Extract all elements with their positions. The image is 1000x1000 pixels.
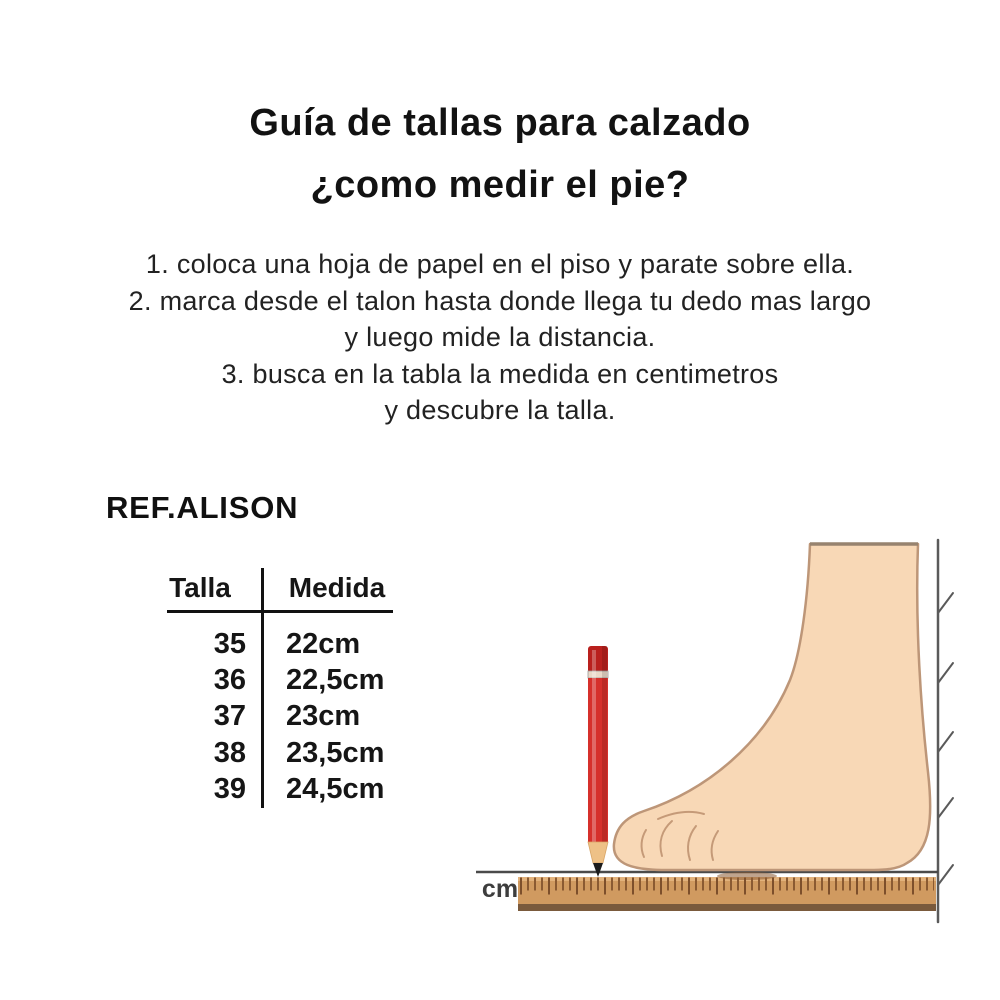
size-cell: 37 [213, 700, 246, 733]
instruction-step-3-cont: y descubre la talla. [384, 395, 616, 425]
size-cell: 36 [213, 663, 246, 696]
page-title: Guía de tallas para calzado ¿como medir … [0, 92, 1000, 216]
ruler: cm [482, 872, 936, 911]
pencil-graphite-tip [593, 863, 603, 877]
pencil [587, 646, 609, 877]
instruction-step-1: 1. coloca una hoja de papel en el piso y… [145, 249, 855, 279]
table-row: 35 22cm [140, 626, 410, 662]
measuring-instructions: 1. coloca una hoja de papel en el piso y… [0, 246, 1000, 429]
title-line-1: Guía de tallas para calzado [249, 102, 751, 144]
size-cell: 35 [213, 627, 246, 660]
table-row: 36 22,5cm [140, 662, 410, 698]
size-table-column-divider [261, 568, 264, 808]
pencil-body [588, 678, 608, 842]
pencil-wood-tip [587, 841, 609, 864]
title-line-2: ¿como medir el pie? [310, 164, 690, 206]
ruler-top-highlight [518, 877, 936, 881]
table-row: 39 24,5cm [140, 771, 410, 807]
size-cell: 39 [213, 772, 246, 805]
foot-measuring-illustration: cm [460, 530, 1000, 930]
foot-contact-shadow [717, 872, 777, 880]
table-row: 38 23,5cm [140, 735, 410, 771]
foot-outline [612, 542, 932, 872]
size-table-header-underline [167, 610, 393, 613]
instruction-step-2: 2. marca desde el talon hasta donde lleg… [128, 285, 872, 316]
pencil-highlight [592, 650, 596, 842]
toe-crease-lines [640, 810, 719, 861]
ruler-bottom-edge [518, 904, 936, 911]
foot-figure [612, 542, 932, 872]
instruction-step-3: 3. busca en la tabla la medida en centim… [221, 358, 779, 389]
pencil-shading [602, 646, 607, 842]
measure-cell: 23,5cm [286, 736, 385, 769]
measure-cell: 24,5cm [286, 772, 385, 805]
measure-cell: 22cm [286, 627, 361, 660]
ruler-cm-label: cm [482, 875, 518, 903]
table-row: 37 23cm [140, 699, 410, 735]
product-reference: REF.ALISON [106, 490, 299, 525]
size-table-header-talla: Talla [169, 572, 231, 603]
measure-cell: 23cm [286, 700, 361, 733]
instruction-step-2-cont: y luego mide la distancia. [344, 322, 656, 352]
size-table-header-medida: Medida [288, 572, 386, 603]
foot-measuring-svg: cm [476, 538, 954, 924]
wall-line [936, 538, 954, 924]
pencil-cap [588, 646, 608, 673]
size-cell: 38 [213, 736, 246, 769]
size-table: 35 22cm 36 22,5cm 37 23cm 38 23,5cm 39 2… [140, 626, 410, 807]
measure-cell: 22,5cm [286, 663, 385, 696]
